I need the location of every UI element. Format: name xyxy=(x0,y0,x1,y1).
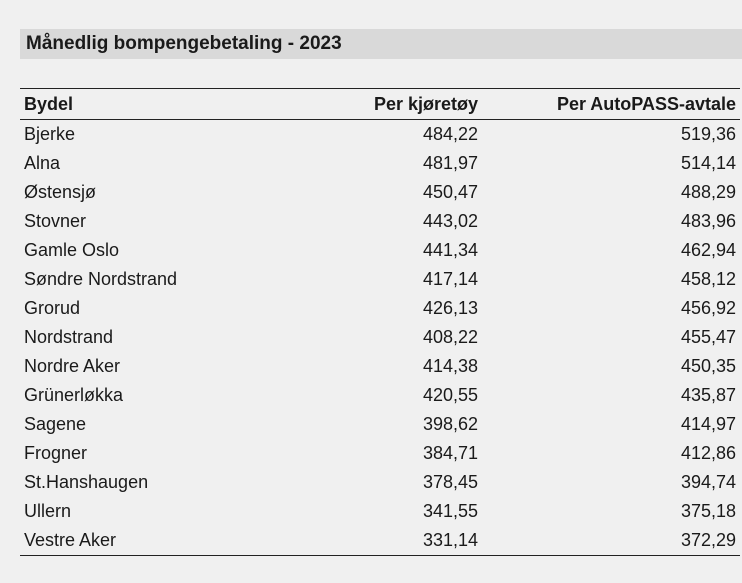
cell-per-kjoretoy: 384,71 xyxy=(422,443,478,463)
column-header-per-autopass: Per AutoPASS-avtale xyxy=(482,88,740,120)
cell-per-kjoretoy: 398,62 xyxy=(422,414,478,434)
table-row: Østensjø 450,47 488,29 xyxy=(20,178,740,207)
table-body: Bjerke 484,22 519,36 Alna 481,97 514,14 Østens… xyxy=(20,120,740,556)
table-row: Ullern 341,55 375,18 xyxy=(20,497,740,526)
table-row: Sagene 398,62 414,97 xyxy=(20,410,740,439)
cell-bydel: Stovner xyxy=(24,211,87,231)
cell-bydel: Alna xyxy=(24,153,61,173)
cell-per-kjoretoy: 417,14 xyxy=(422,269,478,289)
cell-per-autopass: 394,74 xyxy=(680,472,736,492)
cell-bydel: Grorud xyxy=(24,298,81,318)
cell-per-kjoretoy: 441,34 xyxy=(422,240,478,260)
cell-per-autopass: 458,12 xyxy=(680,269,736,289)
cell-per-kjoretoy: 484,22 xyxy=(422,124,478,144)
header-row: Bydel Per kjøretøy Per AutoPASS-avtale xyxy=(20,88,740,120)
cell-per-autopass: 450,35 xyxy=(680,356,736,376)
cell-per-kjoretoy: 426,13 xyxy=(422,298,478,318)
table-row: Frogner 384,71 412,86 xyxy=(20,439,740,468)
cell-per-autopass: 455,47 xyxy=(680,327,736,347)
cell-per-kjoretoy: 331,14 xyxy=(328,526,482,556)
data-table: Bydel Per kjøretøy Per AutoPASS-avtale B… xyxy=(20,88,740,556)
column-header-per-kjoretoy: Per kjøretøy xyxy=(328,88,482,120)
cell-bydel: Bjerke xyxy=(24,124,76,144)
cell-bydel: Gamle Oslo xyxy=(24,240,120,260)
cell-bydel: St.Hanshaugen xyxy=(24,472,149,492)
table-row: Grünerløkka 420,55 435,87 xyxy=(20,381,740,410)
cell-per-autopass: 412,86 xyxy=(680,443,736,463)
cell-bydel: Østensjø xyxy=(24,182,97,202)
cell-per-kjoretoy: 481,97 xyxy=(422,153,478,173)
table-row: Grorud 426,13 456,92 xyxy=(20,294,740,323)
cell-per-autopass: 456,92 xyxy=(680,298,736,318)
cell-per-kjoretoy: 378,45 xyxy=(422,472,478,492)
page-title: Månedlig bompengebetaling - 2023 xyxy=(26,33,342,54)
table-row: Bjerke 484,22 519,36 xyxy=(20,120,740,150)
cell-per-kjoretoy: 450,47 xyxy=(422,182,478,202)
table-row: Søndre Nordstrand 417,14 458,12 xyxy=(20,265,740,294)
cell-bydel: Sagene xyxy=(24,414,87,434)
cell-per-autopass: 483,96 xyxy=(680,211,736,231)
data-table-container: Bydel Per kjøretøy Per AutoPASS-avtale B… xyxy=(20,88,740,556)
cell-bydel: Nordre Aker xyxy=(24,356,121,376)
table-row: Gamle Oslo 441,34 462,94 xyxy=(20,236,740,265)
table-row: Nordre Aker 414,38 450,35 xyxy=(20,352,740,381)
cell-bydel: Nordstrand xyxy=(24,327,114,347)
table-row: St.Hanshaugen 378,45 394,74 xyxy=(20,468,740,497)
cell-bydel: Ullern xyxy=(24,501,72,521)
title-band: Månedlig bompengebetaling - 2023 xyxy=(20,29,742,59)
table-row: Nordstrand 408,22 455,47 xyxy=(20,323,740,352)
table-row: Vestre Aker 331,14 372,29 xyxy=(20,526,740,556)
table-row: Stovner 443,02 483,96 xyxy=(20,207,740,236)
cell-per-kjoretoy: 443,02 xyxy=(422,211,478,231)
cell-bydel: Frogner xyxy=(24,443,88,463)
table-row: Alna 481,97 514,14 xyxy=(20,149,740,178)
cell-per-autopass: 488,29 xyxy=(680,182,736,202)
table-header: Bydel Per kjøretøy Per AutoPASS-avtale xyxy=(20,88,740,120)
cell-per-kjoretoy: 341,55 xyxy=(422,501,478,521)
cell-bydel: Søndre Nordstrand xyxy=(24,269,178,289)
cell-per-kjoretoy: 414,38 xyxy=(422,356,478,376)
cell-per-autopass: 514,14 xyxy=(680,153,736,173)
cell-bydel: Vestre Aker xyxy=(20,526,328,556)
cell-per-kjoretoy: 408,22 xyxy=(422,327,478,347)
cell-per-autopass: 414,97 xyxy=(680,414,736,434)
cell-per-kjoretoy: 420,55 xyxy=(422,385,478,405)
cell-per-autopass: 375,18 xyxy=(680,501,736,521)
column-header-bydel: Bydel xyxy=(20,88,328,120)
cell-bydel: Grünerløkka xyxy=(24,385,124,405)
cell-per-autopass: 519,36 xyxy=(680,124,736,144)
cell-per-autopass: 435,87 xyxy=(680,385,736,405)
cell-per-autopass: 372,29 xyxy=(482,526,740,556)
cell-per-autopass: 462,94 xyxy=(680,240,736,260)
